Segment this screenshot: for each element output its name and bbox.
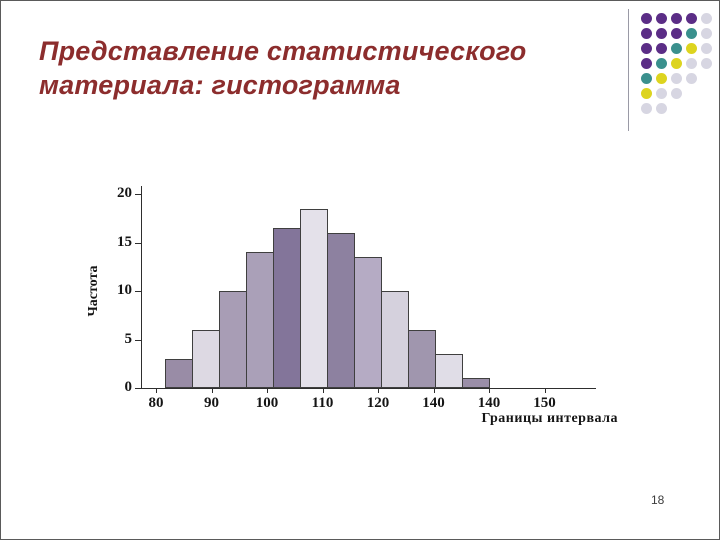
- y-tick-label: 20: [117, 185, 132, 201]
- decoration-divider-line: [628, 9, 629, 131]
- x-tick-mark: [544, 388, 546, 393]
- decoration-dot: [641, 43, 652, 54]
- decoration-dot: [656, 73, 667, 84]
- plot-area: 0 5 10 15 20 80 90 100 110 120 140 140 150: [86, 181, 631, 451]
- y-tick-mark: [135, 194, 141, 195]
- decoration-dot: [671, 13, 682, 24]
- x-tick-label: 110: [311, 395, 334, 411]
- x-axis-line: [141, 388, 596, 389]
- histogram-bar: [462, 378, 490, 388]
- histogram-bar: [327, 233, 355, 388]
- decoration-dot: [641, 103, 652, 114]
- x-tick-mark: [378, 388, 379, 393]
- y-tick-label: 15: [117, 233, 132, 250]
- title-line-2: материала: гистограмма: [39, 70, 401, 100]
- histogram-bar: [273, 228, 301, 388]
- decoration-dot: [671, 88, 682, 99]
- x-tick-mark: [433, 388, 435, 393]
- y-tick-mark: [135, 291, 141, 292]
- x-tick-label: 80: [148, 395, 164, 411]
- decoration-dot: [656, 88, 667, 99]
- y-tick-mark: [135, 388, 141, 389]
- x-tick-mark: [211, 388, 213, 393]
- y-tick-mark: [135, 339, 141, 341]
- x-tick-label: 100: [255, 395, 279, 411]
- x-axis-title: Границы интервала: [481, 411, 618, 426]
- decoration-dot: [686, 43, 697, 54]
- decoration-dot: [641, 58, 652, 69]
- decoration-dot: [671, 43, 682, 54]
- decoration-dot: [671, 73, 682, 84]
- title-line-1: Представление статистического: [39, 36, 527, 66]
- decoration-dot: [686, 13, 697, 24]
- histogram-bar: [354, 257, 382, 388]
- histogram-bar: [435, 354, 463, 388]
- x-tick-label: 140: [477, 395, 501, 411]
- decoration-dot: [641, 73, 652, 84]
- x-tick-label: 140: [422, 395, 445, 411]
- y-axis-line: [141, 186, 142, 389]
- decoration-dot: [656, 28, 667, 39]
- x-tick-mark: [322, 388, 324, 393]
- histogram-bar: [165, 359, 193, 388]
- decoration-dot: [671, 58, 682, 69]
- x-tick-mark: [489, 388, 490, 393]
- y-tick-label: 5: [124, 330, 133, 347]
- histogram-chart: Частота 0 5 10 15 20 80 90 100 110 120 140 140 150 Г…: [86, 181, 631, 451]
- page-number: 18: [651, 493, 665, 507]
- decoration-dot: [701, 13, 712, 24]
- histogram-bar: [408, 330, 436, 388]
- decoration-dot: [641, 28, 652, 39]
- decoration-dot: [701, 58, 712, 69]
- decoration-dot: [656, 13, 667, 24]
- decoration-dot: [686, 73, 697, 84]
- slide-title: Представление статистического материала:…: [39, 34, 526, 102]
- x-tick-mark: [267, 388, 268, 393]
- histogram-bar: [192, 330, 220, 388]
- decoration-dot: [701, 28, 712, 39]
- x-tick-mark: [156, 388, 157, 393]
- histogram-bar: [381, 291, 409, 388]
- x-tick-label: 120: [366, 395, 390, 411]
- x-tick-label: 150: [533, 395, 556, 411]
- histogram-bar: [300, 209, 328, 388]
- y-tick-label: 10: [117, 282, 132, 298]
- histogram-bar: [219, 291, 247, 388]
- decoration-dot: [686, 28, 697, 39]
- decoration-dot: [641, 13, 652, 24]
- decoration-dot: [656, 58, 667, 69]
- y-tick-mark: [135, 242, 141, 244]
- decoration-dot: [701, 43, 712, 54]
- decoration-dot: [656, 103, 667, 114]
- decoration-dot: [641, 88, 652, 99]
- dots-decoration: [641, 13, 712, 114]
- decoration-dot: [686, 58, 697, 69]
- histogram-bar: [246, 252, 274, 388]
- decoration-dot: [656, 43, 667, 54]
- decoration-dot: [671, 28, 682, 39]
- x-tick-label: 90: [204, 395, 219, 411]
- y-tick-label: 0: [124, 379, 133, 395]
